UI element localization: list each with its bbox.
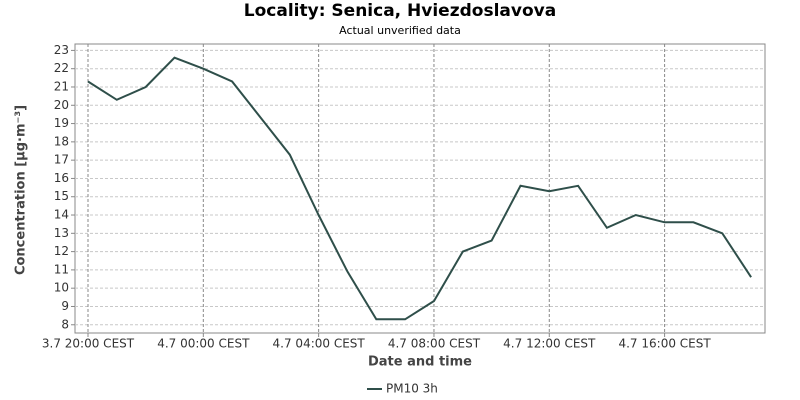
x-tick-label: 4.7 00:00 CEST [157,337,250,351]
y-tick-label: 8 [61,317,69,331]
y-axis-label: Concentration [µg·m⁻³] [14,105,29,275]
y-tick-label: 18 [54,134,69,148]
y-tick-label: 9 [61,299,69,313]
data-line [87,56,752,321]
y-tick-label: 15 [54,189,69,203]
chart-title: Locality: Senica, Hviezdoslavova [244,1,556,21]
chart-subtitle: Actual unverified data [339,24,461,37]
y-tick-label: 22 [54,61,69,75]
legend-label: PM10 3h [386,382,438,396]
y-tick-label: 13 [54,226,69,240]
y-tick-label: 20 [54,98,69,112]
y-tick-label: 21 [54,79,69,93]
y-tick-label: 14 [54,208,69,222]
x-tick-label: 3.7 20:00 CEST [42,337,135,351]
y-tick-label: 19 [54,116,69,130]
x-axis-label: Date and time [368,355,472,370]
plot-area [74,43,766,334]
y-tick-label: 23 [54,43,69,57]
y-tick-label: 11 [54,262,69,276]
x-tick-label: 4.7 08:00 CEST [388,337,481,351]
x-tick-label: 4.7 12:00 CEST [503,337,596,351]
x-tick-label: 4.7 16:00 CEST [618,337,711,351]
y-tick-label: 12 [54,244,69,258]
y-tick-label: 17 [54,153,69,167]
x-tick-label: 4.7 04:00 CEST [273,337,366,351]
y-tick-label: 10 [54,281,69,295]
y-tick-label: 16 [54,171,69,185]
